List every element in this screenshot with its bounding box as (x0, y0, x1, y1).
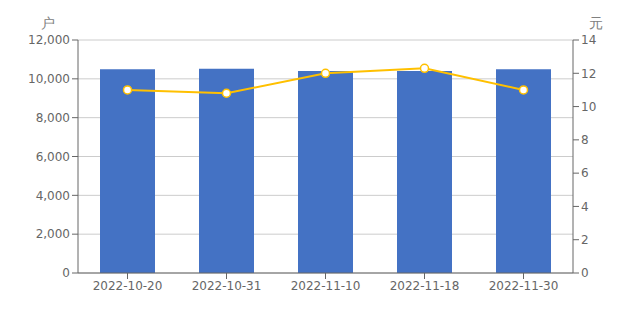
svg-text:2022-11-18: 2022-11-18 (390, 279, 460, 293)
svg-text:元: 元 (589, 15, 603, 31)
svg-text:12,000: 12,000 (28, 33, 70, 47)
svg-text:2022-10-20: 2022-10-20 (93, 279, 163, 293)
svg-text:14: 14 (581, 33, 596, 47)
svg-text:10: 10 (581, 100, 596, 114)
svg-text:6,000: 6,000 (36, 150, 70, 164)
svg-text:0: 0 (62, 266, 70, 280)
svg-text:12: 12 (581, 67, 596, 81)
svg-text:4,000: 4,000 (36, 189, 70, 203)
svg-text:2022-10-31: 2022-10-31 (192, 279, 262, 293)
svg-text:8,000: 8,000 (36, 111, 70, 125)
svg-text:6: 6 (581, 166, 589, 180)
svg-text:10,000: 10,000 (28, 72, 70, 86)
svg-text:4: 4 (581, 200, 589, 214)
svg-text:0: 0 (581, 266, 589, 280)
svg-text:2: 2 (581, 233, 589, 247)
svg-text:户: 户 (41, 15, 55, 31)
svg-text:2,000: 2,000 (36, 227, 70, 241)
svg-text:2022-11-10: 2022-11-10 (291, 279, 361, 293)
svg-text:8: 8 (581, 133, 589, 147)
svg-text:2022-11-30: 2022-11-30 (489, 279, 559, 293)
